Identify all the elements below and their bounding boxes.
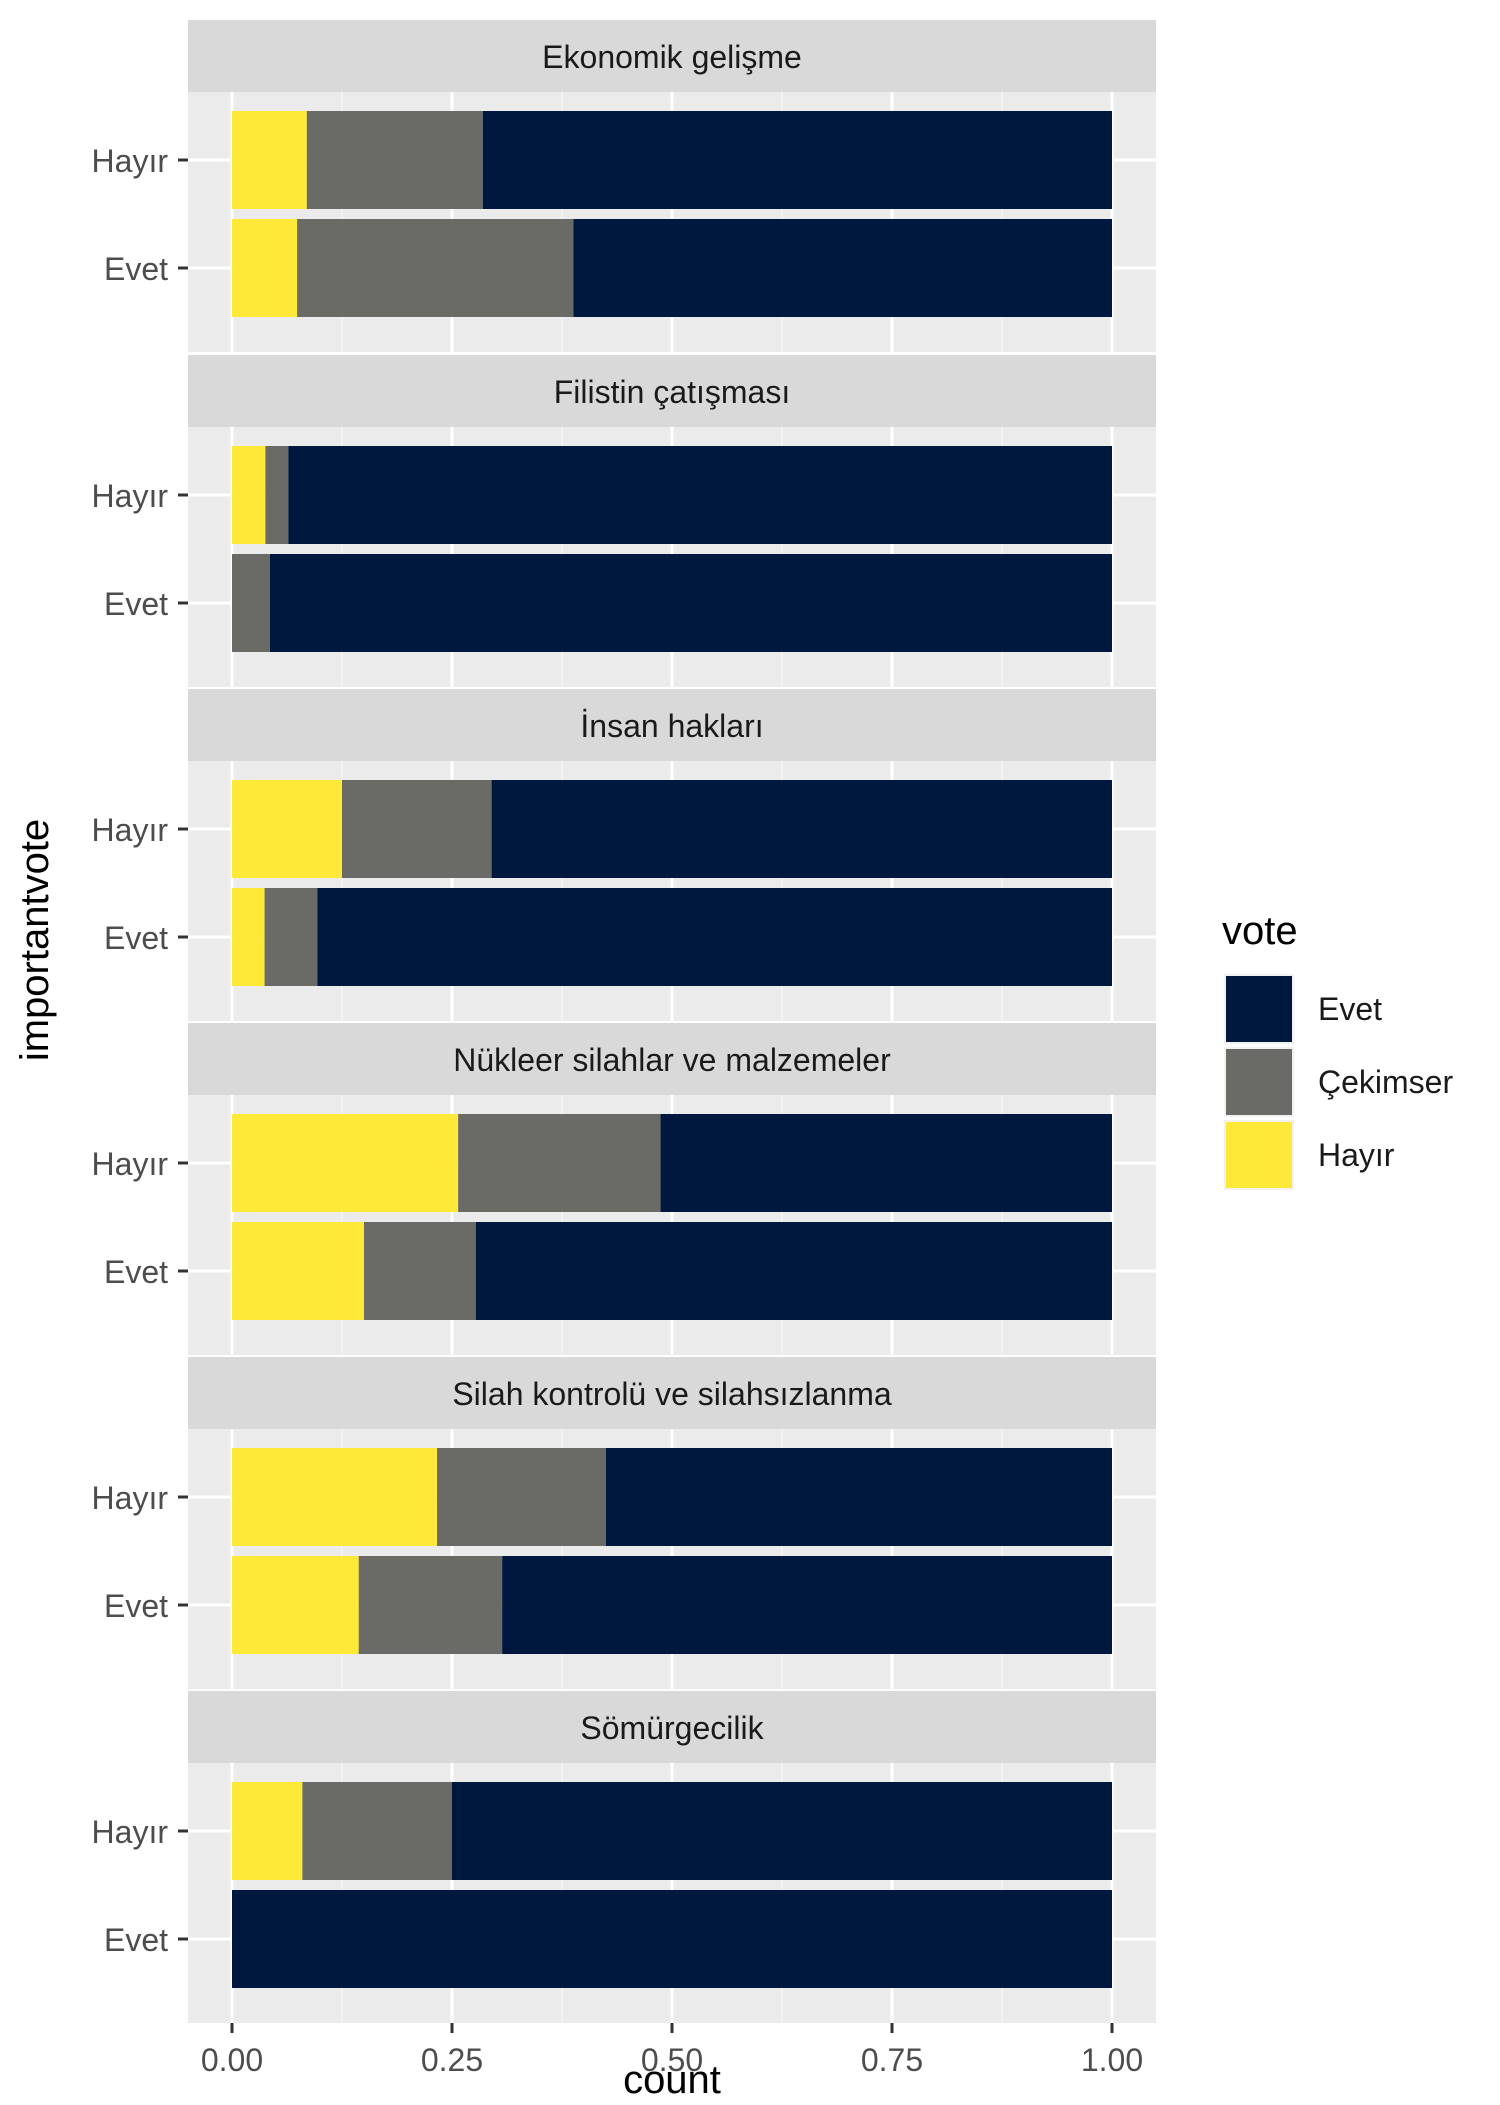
bar-segment: [269, 554, 1113, 652]
y-tick-label: Hayır: [92, 1814, 169, 1850]
bar-segment: [302, 1782, 452, 1880]
legend-swatch: [1226, 1049, 1292, 1115]
facet-strip: [188, 1357, 1156, 1429]
bar-segment: [232, 1448, 438, 1546]
bar-segment: [342, 780, 492, 878]
x-tick-label: 0.25: [421, 2042, 483, 2078]
bar-segment: [232, 1890, 1112, 1988]
y-tick-label: Evet: [104, 1254, 168, 1290]
bar-segment: [358, 1556, 503, 1654]
bar-segment: [660, 1114, 1112, 1212]
bar-segment: [606, 1448, 1112, 1546]
bar-segment: [475, 1222, 1112, 1320]
bar-segment: [573, 219, 1112, 317]
bar-segment: [288, 446, 1112, 544]
facet-title: Filistin çatışması: [554, 374, 790, 410]
bar-segment: [491, 780, 1113, 878]
legend-label: Hayır: [1318, 1137, 1395, 1173]
bar-segment: [232, 111, 307, 209]
bar-segment: [232, 1114, 459, 1212]
facet-title: Nükleer silahlar ve malzemeler: [453, 1042, 891, 1078]
bar-segment: [232, 1782, 303, 1880]
bar-segment: [232, 888, 265, 986]
facet-strip: [188, 1023, 1156, 1095]
bar-segment: [306, 111, 483, 209]
y-axis-title: importantvote: [13, 819, 57, 1061]
facet-strip: [188, 689, 1156, 761]
facet-strip: [188, 20, 1156, 92]
x-tick-label: 0.50: [641, 2042, 703, 2078]
y-tick-label: Hayır: [92, 478, 169, 514]
bar-segment: [232, 780, 342, 878]
legend-title: vote: [1222, 909, 1298, 953]
bar-segment: [232, 446, 266, 544]
bar-segment: [232, 1222, 364, 1320]
y-tick-label: Evet: [104, 1588, 168, 1624]
bar-segment: [265, 446, 289, 544]
bar-segment: [232, 1556, 359, 1654]
bar-segment: [232, 554, 270, 652]
facet-strip: [188, 355, 1156, 427]
bar-segment: [437, 1448, 606, 1546]
bar-segment: [502, 1556, 1112, 1654]
y-tick-label: Hayır: [92, 1146, 169, 1182]
legend-swatch: [1226, 1122, 1292, 1188]
facet-title: İnsan hakları: [580, 708, 763, 744]
bar-segment: [232, 219, 298, 317]
bar-segment: [317, 888, 1112, 986]
facet-title: Sömürgecilik: [580, 1710, 764, 1746]
bar-segment: [452, 1782, 1112, 1880]
legend-label: Evet: [1318, 991, 1382, 1027]
legend-label: Çekimser: [1318, 1064, 1453, 1100]
y-tick-label: Hayır: [92, 143, 169, 179]
x-tick-label: 0.75: [861, 2042, 923, 2078]
x-axis-title: count: [623, 2058, 721, 2100]
facet-title: Silah kontrolü ve silahsızlanma: [452, 1376, 892, 1412]
y-tick-label: Evet: [104, 920, 168, 956]
bar-segment: [364, 1222, 476, 1320]
bar-segment: [458, 1114, 661, 1212]
facet-strip: [188, 1691, 1156, 1763]
y-tick-label: Hayır: [92, 1480, 169, 1516]
legend-swatch: [1226, 976, 1292, 1042]
y-tick-label: Evet: [104, 1922, 168, 1958]
x-tick-label: 0.00: [201, 2042, 263, 2078]
y-tick-label: Evet: [104, 586, 168, 622]
bar-segment: [264, 888, 318, 986]
y-tick-label: Evet: [104, 251, 168, 287]
x-tick-label: 1.00: [1081, 2042, 1143, 2078]
bar-segment: [297, 219, 574, 317]
facet-title: Ekonomik gelişme: [542, 39, 802, 75]
bar-segment: [482, 111, 1112, 209]
y-tick-label: Hayır: [92, 812, 169, 848]
